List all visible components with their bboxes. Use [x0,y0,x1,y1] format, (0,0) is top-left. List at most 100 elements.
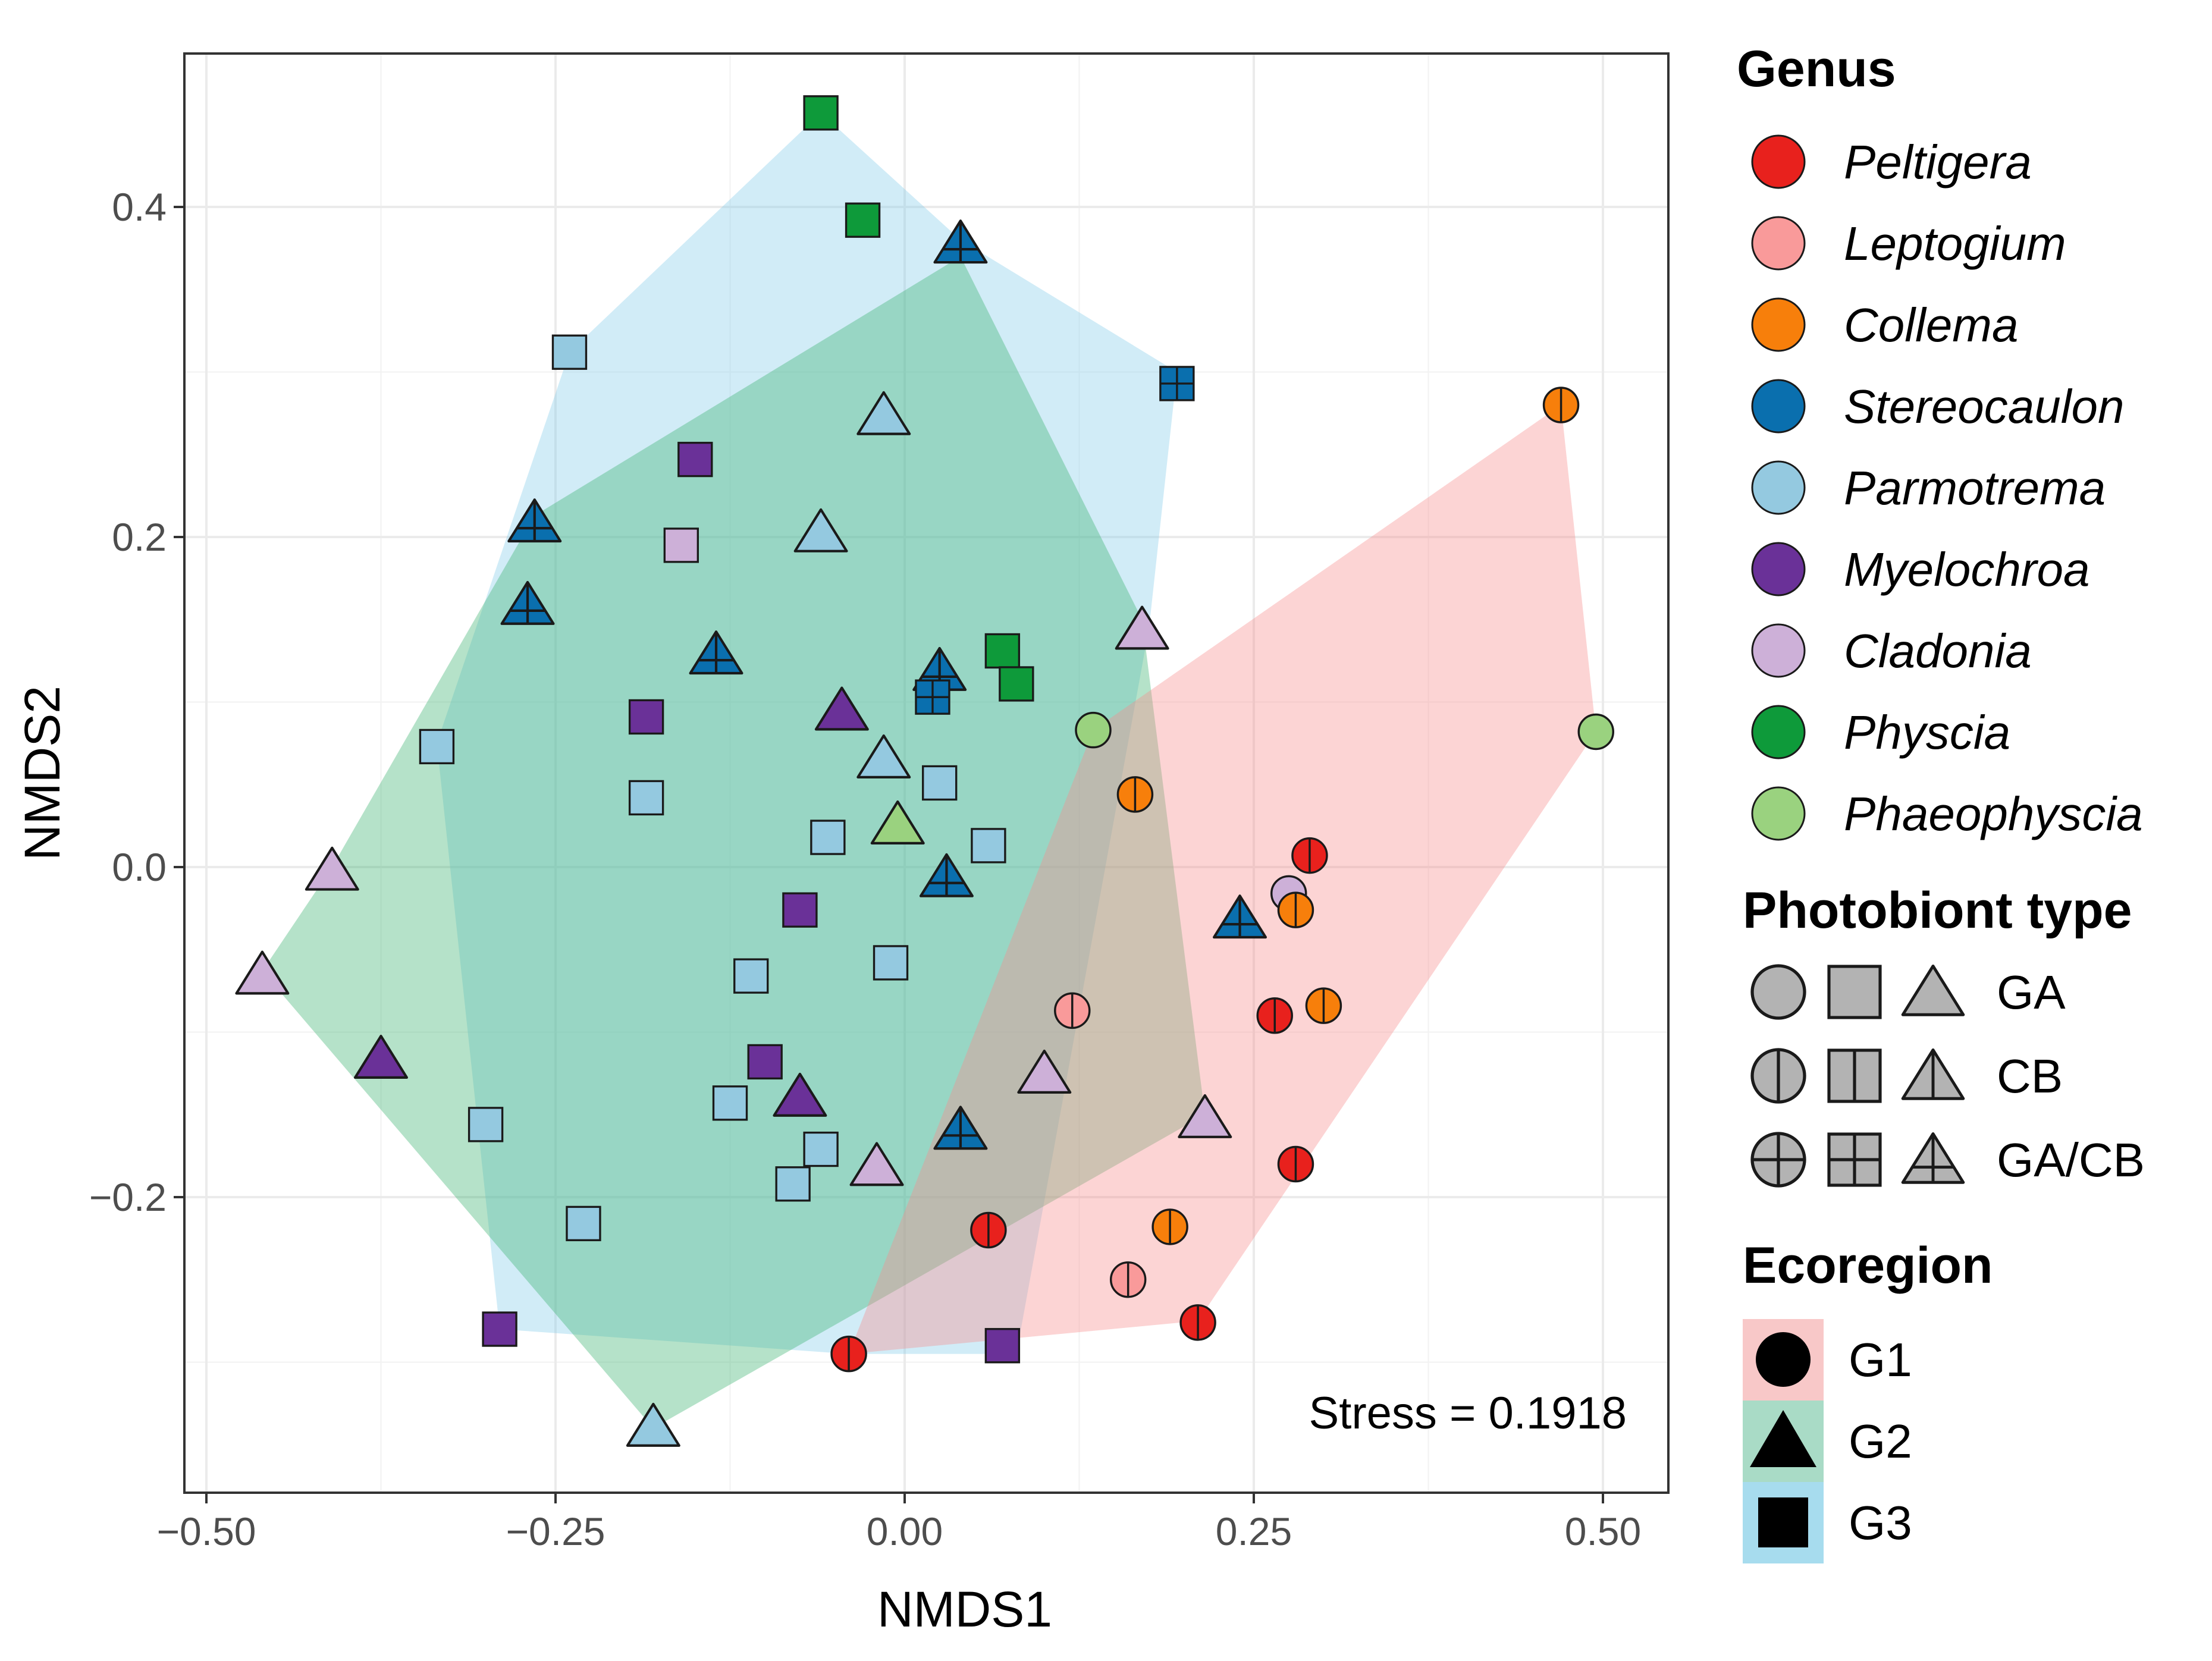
legend-genus-swatch [1751,216,1806,271]
y-axis-title: NMDS2 [14,686,70,861]
point-leptogium-circle [1109,1261,1147,1298]
hull-g3 [437,112,1177,1354]
point-stereocaulon-triangle [507,498,562,543]
legend-ecoregion-label: G1 [1849,1333,1912,1386]
point-cladonia-triangle [849,1142,904,1186]
x-tick-label: 0.50 [1565,1509,1641,1553]
point-parmotrema-square [419,729,455,765]
legend-photobiont-circle [1750,1048,1806,1104]
point-parmotrema-square [712,1085,748,1121]
point-collema-circle [1542,387,1580,423]
y-axis: −0.2 0.0 0.2 0.4 [89,185,184,1219]
legend-ecoregion-triangle [1750,1410,1816,1467]
point-phaeophyscia-triangle [870,800,925,844]
point-myelochroa-square [747,1044,783,1080]
stress-annotation: Stress = 0.1918 [1309,1388,1627,1439]
point-stereocaulon-square [915,679,950,715]
point-myelochroa-triangle [814,686,869,731]
point-stereocaulon-square [1159,366,1195,401]
legend-genus-label: Stereocaulon [1844,380,2124,433]
legend-genus-label: Cladonia [1844,624,2032,677]
point-physcia-square [803,95,839,131]
legend-genus-swatch [1751,297,1806,352]
y-tick-label: 0.0 [112,845,167,889]
point-stereocaulon-triangle [1213,894,1267,939]
point-physcia-square [845,202,881,238]
point-parmotrema-triangle [856,734,911,778]
point-cladonia-triangle [235,950,290,995]
point-phaeophyscia-circle [1577,713,1615,751]
legend-genus-label: Physcia [1844,706,2010,759]
legend-photobiont-label: CB [1997,1050,2063,1103]
point-physcia-square [999,666,1034,702]
point-stereocaulon-triangle [500,580,555,625]
point-parmotrema-square [810,819,846,855]
point-myelochroa-square [628,699,664,735]
legend-genus-label: Collema [1844,299,2018,351]
legend-genus-label: Peltigera [1844,136,2032,189]
legend-genus-swatch [1751,542,1806,596]
point-collema-circle [1277,891,1314,928]
point-myelochroa-triangle [773,1072,827,1117]
point-myelochroa-triangle [353,1034,409,1079]
legend-photobiont-circle [1750,1132,1806,1188]
legend-photobiont-triangle [1901,964,1965,1016]
legend-genus-label: Myelochroa [1844,543,2090,596]
point-peltigera-circle [970,1211,1007,1249]
point-collema-circle [1305,987,1342,1024]
point-parmotrema-triangle [626,1402,680,1447]
point-parmotrema-square [922,765,958,801]
point-stereocaulon-triangle [933,219,988,264]
point-leptogium-circle [1054,992,1091,1029]
hull-g1 [849,405,1596,1354]
point-parmotrema-square [467,1107,504,1142]
legend-genus-swatch [1751,460,1806,515]
legend-genus-title: Genus [1737,40,1896,98]
legend-ecoregion: Ecoregion G1 G2 G3 [1743,1237,1993,1563]
point-stereocaulon-triangle [919,853,974,897]
x-axis-title: NMDS1 [877,1581,1052,1637]
point-myelochroa-square [677,441,713,478]
y-tick-label: 0.2 [112,515,167,559]
legend-photobiont-square [1827,1132,1882,1187]
legend-photobiont-square [1827,965,1882,1019]
point-cladonia-triangle [1115,605,1169,650]
legend-photobiont-circle [1750,964,1806,1020]
legend-photobiont-label: GA/CB [1997,1134,2145,1186]
point-parmotrema-square [733,958,769,994]
point-physcia-square [984,633,1021,669]
point-parmotrema-square [873,945,909,981]
point-parmotrema-square [971,828,1006,864]
point-myelochroa-square [984,1328,1021,1364]
point-collema-circle [1116,776,1154,813]
legend-photobiont-square [1827,1048,1882,1103]
legend-genus-label: Phaeophyscia [1844,787,2143,840]
y-tick-label: 0.4 [112,185,167,229]
point-collema-circle [1152,1208,1188,1245]
point-parmotrema-square [775,1166,811,1202]
legend-ecoregion-label: G3 [1849,1496,1912,1549]
point-parmotrema-square [628,780,664,816]
x-tick-label: −0.50 [157,1509,256,1553]
legend-genus-label: Parmotrema [1844,461,2106,514]
point-peltigera-circle [1179,1304,1216,1341]
point-parmotrema-square [803,1131,839,1167]
point-peltigera-circle [1291,837,1328,874]
point-peltigera-circle [1256,997,1293,1034]
legend-photobiont-label: GA [1997,966,2066,1019]
point-phaeophyscia-circle [1075,711,1112,749]
point-parmotrema-square [566,1205,601,1242]
legend-ecoregion-square [1758,1497,1808,1547]
data-points [235,95,1615,1447]
legend-genus: Genus Peltigera Leptogium Collema Stereocau… [1737,40,2143,841]
legend-photobiont: Photobiont type GA CB GA/CB [1743,882,2145,1188]
point-myelochroa-square [482,1311,517,1347]
legend-ecoregion-title: Ecoregion [1743,1237,1993,1294]
legend-genus-swatch [1751,379,1806,434]
point-stereocaulon-triangle [933,1106,988,1150]
point-myelochroa-square [782,892,818,928]
point-parmotrema-triangle [856,391,911,435]
point-peltigera-circle [830,1335,867,1373]
x-tick-label: 0.25 [1216,1509,1292,1553]
panel-border [183,52,1670,1494]
